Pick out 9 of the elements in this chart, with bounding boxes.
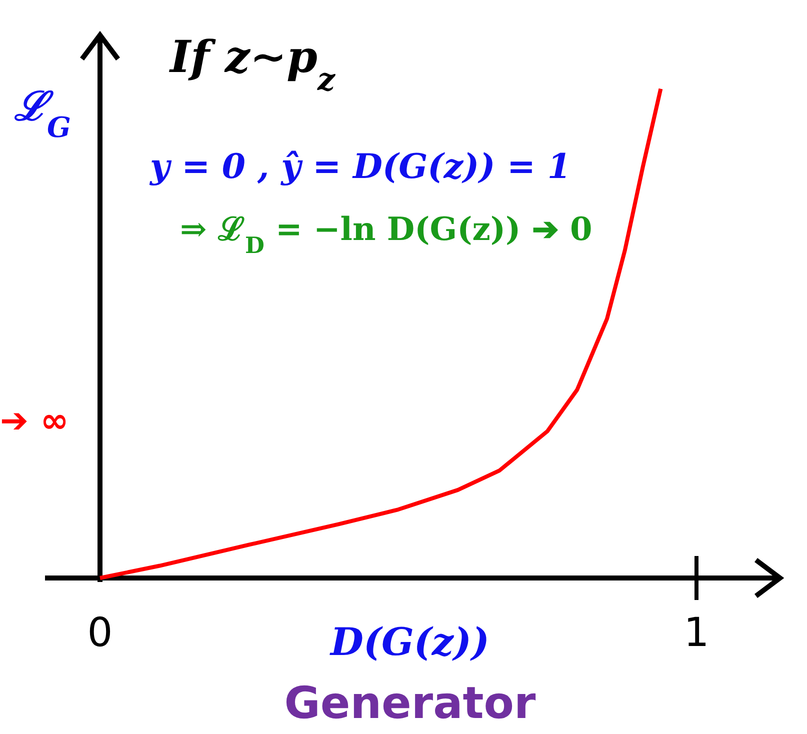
text: Generator	[284, 678, 536, 729]
annotation: ⇒ ℒ$_{D}$ = −ln D(G(z)) ➔ 0	[180, 210, 592, 259]
y-axis-title: ℒ$_{G}$	[14, 83, 71, 144]
x-axis-title: D(G(z))	[330, 619, 490, 664]
annotation: y = 0 , ŷ = D(G(z)) = 1	[149, 147, 571, 187]
chart-title: If z∼p$_{z}$	[168, 32, 336, 98]
x-tick-label: 1	[684, 610, 710, 656]
x-tick-label: 0	[87, 610, 113, 656]
text: ➔ ∞	[0, 401, 69, 441]
